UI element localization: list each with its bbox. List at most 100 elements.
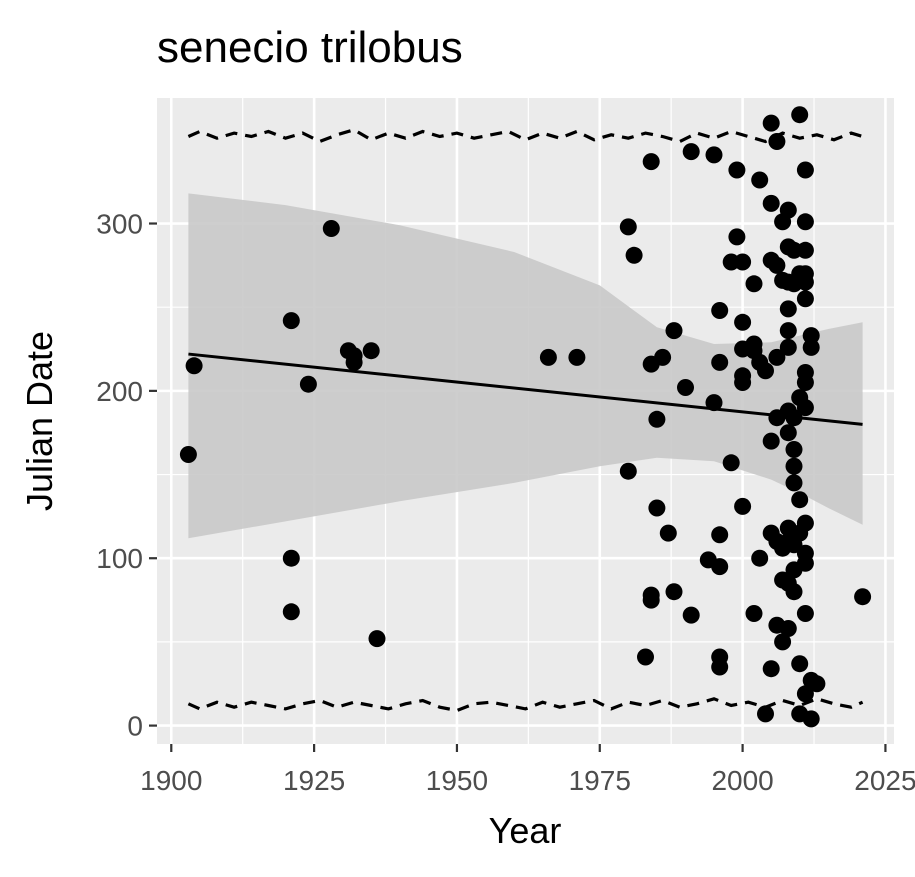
x-axis-title: Year <box>489 810 562 851</box>
data-point <box>757 362 774 380</box>
data-point <box>802 338 820 356</box>
data-point <box>751 549 769 567</box>
trend-line <box>188 352 863 426</box>
x-tick-label: 1975 <box>569 765 631 796</box>
data-point <box>779 620 797 637</box>
data-point <box>791 491 809 509</box>
data-point <box>659 524 677 542</box>
data-point <box>779 322 797 340</box>
data-point <box>757 705 774 723</box>
data-point <box>179 446 197 463</box>
data-point <box>768 348 786 366</box>
data-point <box>728 228 746 246</box>
data-point <box>768 256 786 274</box>
data-point <box>734 497 752 515</box>
y-tick-label: 200 <box>96 376 143 407</box>
data-point <box>796 399 814 417</box>
data-point <box>185 357 203 375</box>
data-point <box>796 241 814 259</box>
data-point <box>774 633 792 651</box>
data-point <box>648 499 666 517</box>
data-point <box>711 558 729 576</box>
x-tick-label: 2000 <box>711 765 773 796</box>
data-point <box>796 514 814 532</box>
data-point <box>637 648 654 666</box>
data-point <box>762 432 780 450</box>
data-point <box>682 143 700 161</box>
x-axis-ticks: 1900 1925 1950 1975 2000 2025 <box>140 744 915 796</box>
data-point <box>362 342 380 360</box>
data-point <box>785 474 803 492</box>
data-point <box>785 583 803 601</box>
x-tick-label: 1900 <box>140 765 202 796</box>
data-point <box>665 322 683 340</box>
data-point <box>791 106 809 124</box>
data-point <box>322 220 340 237</box>
data-point <box>751 171 769 189</box>
y-axis-title: Julian Date <box>19 331 60 511</box>
data-point <box>711 302 729 319</box>
data-point <box>762 114 780 132</box>
data-point <box>734 253 752 271</box>
data-point <box>796 374 814 391</box>
data-point <box>642 591 660 609</box>
y-tick-label: 100 <box>96 543 143 574</box>
data-point <box>808 675 826 693</box>
data-point <box>745 605 763 622</box>
data-point <box>796 161 814 179</box>
data-point <box>779 338 797 356</box>
data-point <box>745 335 763 353</box>
data-point <box>368 630 386 648</box>
data-point <box>762 194 780 212</box>
y-axis-ticks: 0 100 200 300 <box>96 209 157 742</box>
data-point <box>642 153 660 171</box>
y-tick-label: 0 <box>127 711 143 742</box>
data-point <box>282 312 300 330</box>
x-tick-label: 2025 <box>854 765 915 796</box>
data-point <box>762 660 780 678</box>
data-point <box>728 161 746 179</box>
data-point <box>796 554 814 572</box>
data-point <box>654 348 672 366</box>
data-point <box>734 313 752 331</box>
data-point <box>705 394 723 412</box>
data-point <box>705 146 723 164</box>
data-point <box>785 457 803 475</box>
chart-title: senecio trilobus <box>157 23 463 72</box>
data-point <box>282 549 300 567</box>
data-point <box>682 606 700 624</box>
confidence-band <box>188 193 863 539</box>
data-point <box>796 213 814 231</box>
data-point <box>722 454 740 472</box>
data-point <box>854 588 872 606</box>
data-point <box>711 658 729 676</box>
data-point <box>711 526 729 544</box>
data-point <box>796 290 814 308</box>
data-point <box>648 410 666 428</box>
data-point <box>768 133 786 150</box>
data-point <box>625 246 643 264</box>
data-point <box>568 348 586 366</box>
data-point <box>802 327 820 345</box>
data-points <box>179 106 872 728</box>
data-point <box>791 655 809 673</box>
data-point <box>282 603 300 621</box>
data-point <box>802 710 820 728</box>
data-point <box>619 462 637 480</box>
data-point <box>796 685 814 703</box>
data-point <box>665 583 683 601</box>
data-point <box>796 605 814 622</box>
data-point <box>779 300 797 318</box>
data-point <box>785 441 803 458</box>
data-point <box>745 275 763 293</box>
x-tick-label: 1925 <box>283 765 345 796</box>
dashed-lower-line <box>187 697 864 713</box>
data-point <box>345 353 363 371</box>
data-point <box>619 218 637 236</box>
data-point <box>734 374 752 391</box>
data-point <box>299 375 317 393</box>
y-tick-label: 300 <box>96 209 143 240</box>
data-point <box>711 353 729 371</box>
data-point <box>779 201 797 219</box>
